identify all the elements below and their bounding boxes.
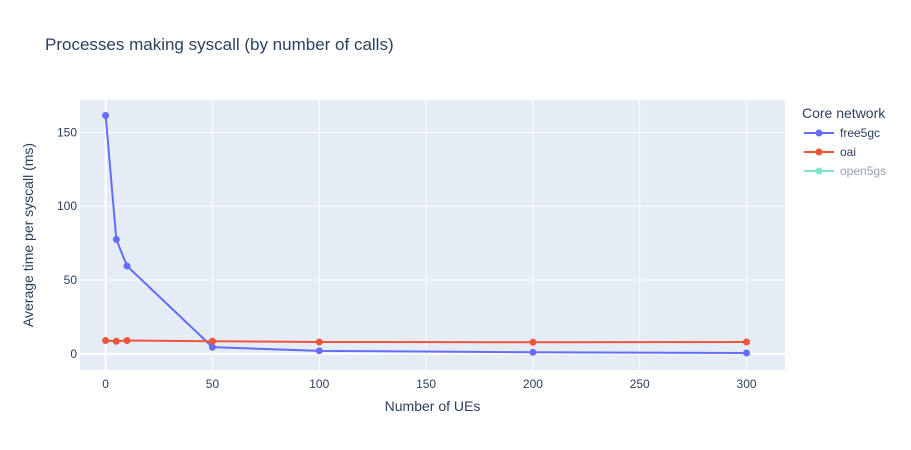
x-axis-title: Number of UEs — [385, 398, 481, 414]
data-point-oai — [123, 336, 131, 344]
y-tick-label: 150 — [57, 125, 77, 139]
data-point-free5gc — [529, 348, 537, 356]
data-point-free5gc — [743, 349, 751, 357]
x-tick-label: 250 — [630, 377, 650, 391]
tick-labels: 0 50 100 150 200 250 300 0 50 100 150 — [57, 125, 757, 391]
x-tick-label: 50 — [206, 377, 220, 391]
legend: Core network free5gc oai open5gs — [802, 105, 886, 178]
data-point-free5gc — [208, 343, 216, 351]
data-point-free5gc — [315, 347, 323, 355]
x-tick-label: 150 — [416, 377, 436, 391]
x-tick-label: 300 — [737, 377, 757, 391]
legend-label: oai — [840, 145, 856, 159]
data-point-oai — [315, 338, 323, 346]
data-point-oai — [102, 336, 110, 344]
x-tick-label: 200 — [523, 377, 543, 391]
x-tick-label: 100 — [309, 377, 329, 391]
data-point-free5gc — [112, 235, 120, 243]
data-point-free5gc — [102, 111, 110, 119]
chart-title: Processes making syscall (by number of c… — [45, 35, 394, 54]
legend-label: free5gc — [840, 126, 880, 140]
grid — [80, 100, 785, 370]
plot-area — [80, 100, 785, 370]
data-point-free5gc — [123, 262, 131, 270]
series-oai — [102, 336, 751, 346]
legend-marker-icon — [815, 167, 823, 175]
series-free5gc — [102, 111, 751, 357]
legend-marker-icon — [815, 148, 823, 156]
legend-label: open5gs — [840, 164, 886, 178]
legend-item-open5gs[interactable]: open5gs — [804, 164, 886, 178]
x-tick-label: 0 — [102, 377, 109, 391]
legend-title: Core network — [802, 105, 886, 121]
series-layer — [102, 111, 751, 357]
y-tick-label: 0 — [70, 347, 77, 361]
y-tick-label: 50 — [64, 273, 78, 287]
data-point-oai — [208, 337, 216, 345]
legend-item-oai[interactable]: oai — [804, 145, 856, 159]
y-tick-label: 100 — [57, 199, 77, 213]
data-point-oai — [112, 337, 120, 345]
legend-marker-icon — [815, 129, 823, 137]
y-axis-title: Average time per syscall (ms) — [20, 143, 36, 327]
data-point-oai — [743, 338, 751, 346]
legend-item-free5gc[interactable]: free5gc — [804, 126, 880, 140]
data-point-oai — [529, 338, 537, 346]
